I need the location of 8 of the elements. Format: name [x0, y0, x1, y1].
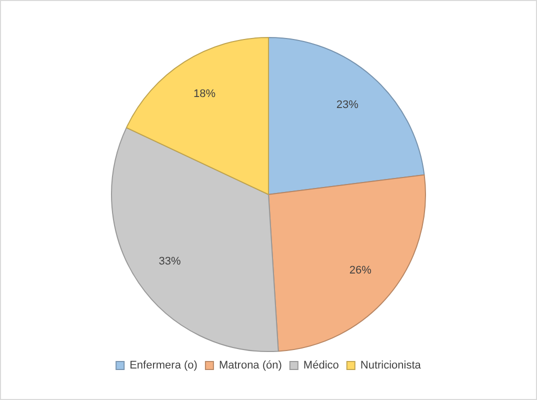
data-label: 26% — [349, 264, 372, 277]
legend-label: Enfermera (o) — [130, 360, 198, 372]
data-label: 33% — [158, 256, 182, 268]
legend-label: Matrona (ón) — [218, 360, 282, 372]
data-label: 18% — [194, 88, 216, 100]
legend-label: Nutricionista — [360, 360, 422, 372]
data-label: 23% — [336, 99, 359, 112]
legend-label: Médico — [303, 360, 339, 372]
